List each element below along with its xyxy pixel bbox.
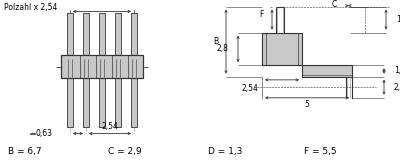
Text: Polzahl x 2,54: Polzahl x 2,54 (4, 3, 57, 12)
Bar (131, 78, 137, 127)
Bar (115, 13, 121, 55)
Text: B = 6,7: B = 6,7 (8, 147, 42, 156)
Text: 2,8: 2,8 (216, 44, 228, 53)
Bar (67, 78, 73, 127)
Text: C: C (331, 0, 337, 9)
Text: D = 1,3: D = 1,3 (208, 147, 242, 156)
Text: 2,54: 2,54 (102, 122, 118, 131)
Bar (115, 78, 121, 127)
Text: 1,4: 1,4 (394, 66, 400, 75)
Bar (99, 13, 105, 55)
Bar (67, 13, 73, 55)
Bar (83, 78, 89, 127)
Bar (61, 55, 143, 78)
Bar (99, 78, 105, 127)
Text: C = 2,9: C = 2,9 (108, 147, 142, 156)
Text: B: B (214, 37, 219, 46)
Text: 5: 5 (304, 100, 310, 109)
Text: 2,54: 2,54 (241, 83, 258, 93)
Text: 0,63: 0,63 (36, 129, 53, 138)
Bar (302, 65, 352, 77)
Bar (131, 13, 137, 55)
Bar (83, 13, 89, 55)
Text: 1,8: 1,8 (396, 15, 400, 24)
Bar (262, 33, 302, 65)
Text: F: F (260, 10, 264, 19)
Text: 2,54: 2,54 (394, 83, 400, 92)
Text: F = 5,5: F = 5,5 (304, 147, 337, 156)
